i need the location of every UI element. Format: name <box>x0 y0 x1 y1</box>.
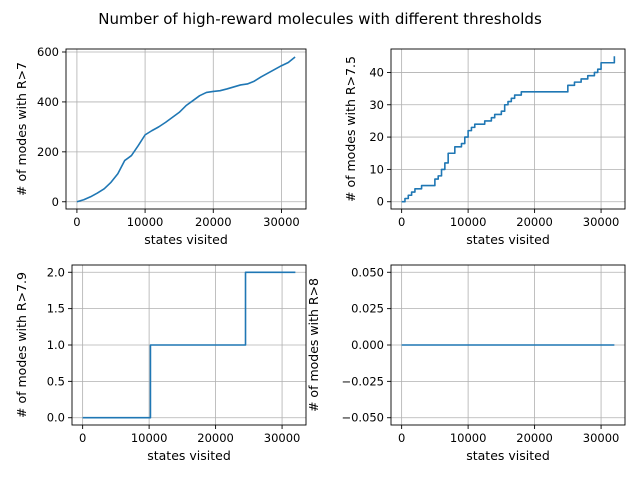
y-tick-label: 1.5 <box>47 302 65 316</box>
y-tick-label: −0.025 <box>341 374 384 388</box>
y-tick-label: 600 <box>37 45 59 59</box>
y-tick-label: 1.0 <box>47 338 65 352</box>
y-tick-label: 10 <box>369 162 384 176</box>
subplot-4: 0 10000 20000 30000 −0.050 −0.025 0.000 0.025 0.… <box>306 264 626 463</box>
x-tick-label: 10000 <box>131 431 168 445</box>
x-tick-label: 20000 <box>195 215 232 229</box>
axes-frame <box>390 48 626 210</box>
x-axis-label: states visited <box>466 232 550 247</box>
y-tick-label: 200 <box>37 145 59 159</box>
y-tick-label: 0.050 <box>351 265 384 279</box>
x-tick-label: 20000 <box>516 431 553 445</box>
x-tick-label: 10000 <box>450 215 487 229</box>
y-axis-label: # of modes with R>7.9 <box>14 272 29 418</box>
series-line <box>82 271 296 419</box>
y-axis-label: # of modes with R>7 <box>14 62 29 196</box>
y-tick-label: 30 <box>369 98 384 112</box>
series-line <box>401 56 616 203</box>
y-tick-label: 20 <box>369 130 384 144</box>
y-tick-label: 0.0 <box>47 411 65 425</box>
y-tick-label: 2.0 <box>47 265 65 279</box>
x-tick-label: 30000 <box>583 215 620 229</box>
y-tick-label: 0.000 <box>351 338 384 352</box>
x-axis-label: states visited <box>144 232 228 247</box>
series-line <box>76 56 296 203</box>
x-tick-label: 20000 <box>197 431 234 445</box>
x-tick-label: 10000 <box>127 215 164 229</box>
x-axis-label: states visited <box>466 448 550 463</box>
axes-frame <box>65 48 307 210</box>
x-tick-label: 20000 <box>516 215 553 229</box>
y-tick-label: 0 <box>377 195 384 209</box>
x-tick-label: 0 <box>398 431 405 445</box>
x-tick-label: 0 <box>73 215 80 229</box>
x-tick-label: 0 <box>79 431 86 445</box>
x-tick-label: 0 <box>398 215 405 229</box>
y-tick-label: 0.025 <box>351 302 384 316</box>
y-tick-label: 0 <box>52 195 59 209</box>
x-axis-label: states visited <box>147 448 231 463</box>
x-tick-label: 30000 <box>263 215 300 229</box>
y-axis-label: # of modes with R>8 <box>306 278 321 412</box>
y-tick-label: 0.5 <box>47 374 65 388</box>
x-tick-label: 10000 <box>450 431 487 445</box>
subplot-1: 0 10000 20000 30000 0 200 400 600 states visited… <box>14 45 307 247</box>
x-tick-label: 30000 <box>264 431 301 445</box>
subplot-2: 0 10000 20000 30000 0 10 20 30 40 states visited #… <box>343 48 626 247</box>
figure-title: Number of high-reward molecules with dif… <box>98 10 542 28</box>
y-tick-label: 40 <box>369 65 384 79</box>
y-axis-label: # of modes with R>7.5 <box>343 56 358 202</box>
y-tick-label: −0.050 <box>341 411 384 425</box>
y-tick-label: 400 <box>37 95 59 109</box>
subplot-3: 0 10000 20000 30000 0.0 0.5 1.0 1.5 2.0 states vi… <box>14 264 307 463</box>
x-tick-label: 30000 <box>583 431 620 445</box>
